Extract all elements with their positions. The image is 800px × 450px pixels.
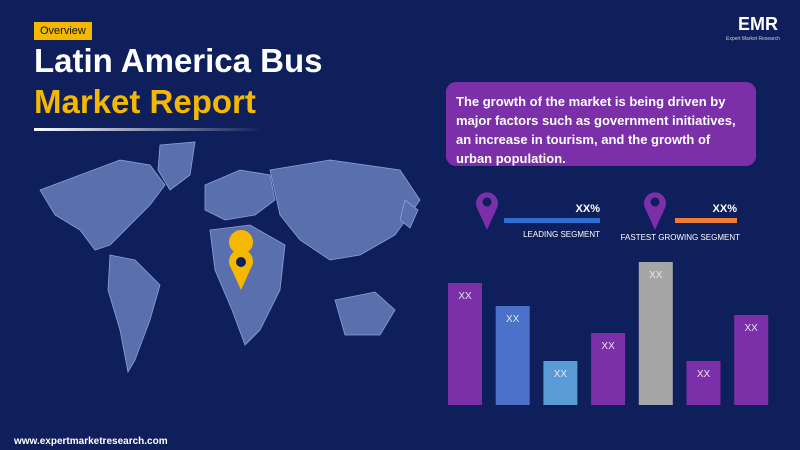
description: The growth of the market is being driven… bbox=[446, 82, 756, 166]
logo-tagline: Expert Market Research bbox=[726, 36, 780, 42]
bar-label: XX bbox=[506, 314, 520, 325]
bar-label: XX bbox=[458, 291, 472, 302]
bar bbox=[448, 283, 482, 405]
bar-label: XX bbox=[649, 270, 663, 281]
bar bbox=[591, 333, 626, 405]
title: Market Report bbox=[34, 83, 256, 120]
bar-label: XX bbox=[745, 323, 759, 334]
segment-value: XX% bbox=[713, 203, 738, 215]
bar bbox=[543, 361, 578, 405]
divider bbox=[34, 128, 264, 131]
segment-label: LEADING SEGMENT bbox=[523, 230, 600, 239]
bar bbox=[495, 306, 530, 405]
bar bbox=[686, 361, 721, 405]
segment-value: XX% bbox=[576, 203, 601, 215]
bar-chart: XX XX XX XX XX XX XX bbox=[448, 262, 769, 405]
map-pin bbox=[229, 230, 254, 292]
bar bbox=[638, 262, 673, 405]
title: Latin America Bus bbox=[34, 42, 323, 79]
world-map bbox=[39, 141, 421, 374]
bar-label: XX bbox=[697, 369, 711, 380]
bar-label: XX bbox=[601, 341, 615, 352]
segment-icons bbox=[475, 192, 737, 230]
logo: EMR bbox=[738, 14, 778, 34]
bar bbox=[734, 315, 769, 405]
bar-label: XX bbox=[554, 369, 568, 380]
segment-label: FASTEST GROWING SEGMENT bbox=[621, 233, 741, 242]
badge: Overview bbox=[34, 22, 92, 40]
website: www.expertmarketresearch.com bbox=[14, 436, 168, 447]
